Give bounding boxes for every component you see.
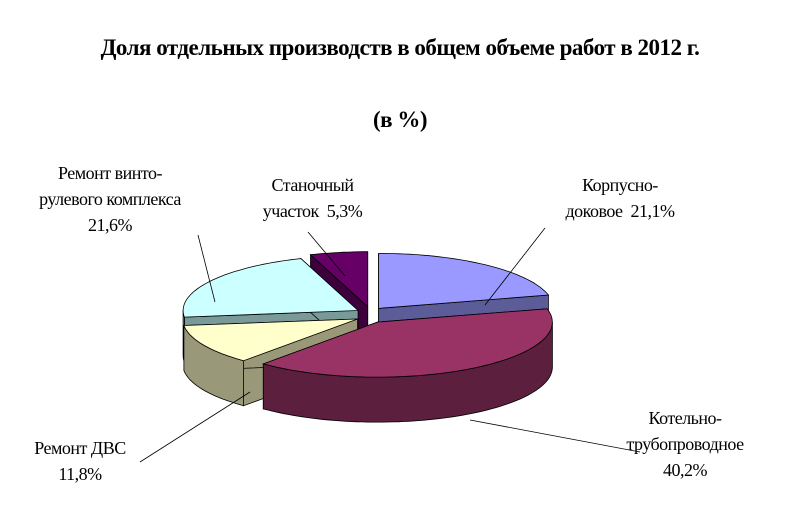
leader-line	[484, 227, 546, 306]
data-label: Котельно-трубопроводное 40,2%	[600, 405, 770, 483]
leader-line	[307, 231, 346, 277]
data-label: Корпусно-доковое 21,1%	[530, 172, 710, 224]
leader-line	[139, 391, 251, 463]
leader-line	[197, 234, 216, 303]
category-label: Ремонт ДВС	[34, 438, 126, 458]
data-label: Ремонт винто-рулевого комплекса 21,6%	[30, 160, 190, 238]
category-label: Корпусно-доковое	[565, 175, 658, 221]
leader-line	[469, 419, 641, 453]
value-label: 40,2%	[663, 460, 708, 480]
value-label: 21,1%	[630, 201, 676, 221]
chart-subtitle: (в %)	[373, 107, 428, 132]
category-label: Станочный участок	[262, 175, 354, 221]
value-label: 11,8%	[58, 464, 102, 484]
value-label: 5,3%	[326, 201, 363, 221]
category-label: Ремонт винто-рулевого комплекса	[39, 163, 181, 209]
data-label: Ремонт ДВС 11,8%	[10, 435, 150, 487]
slice	[261, 308, 553, 378]
value-label: 21,6%	[88, 215, 133, 235]
chart-title: Доля отдельных производств в общем объем…	[100, 35, 700, 60]
slice	[309, 251, 369, 308]
data-label: Станочный участок 5,3%	[240, 172, 385, 224]
slice	[378, 253, 550, 309]
category-label: Котельно-трубопроводное	[626, 408, 744, 454]
slice	[183, 318, 358, 362]
